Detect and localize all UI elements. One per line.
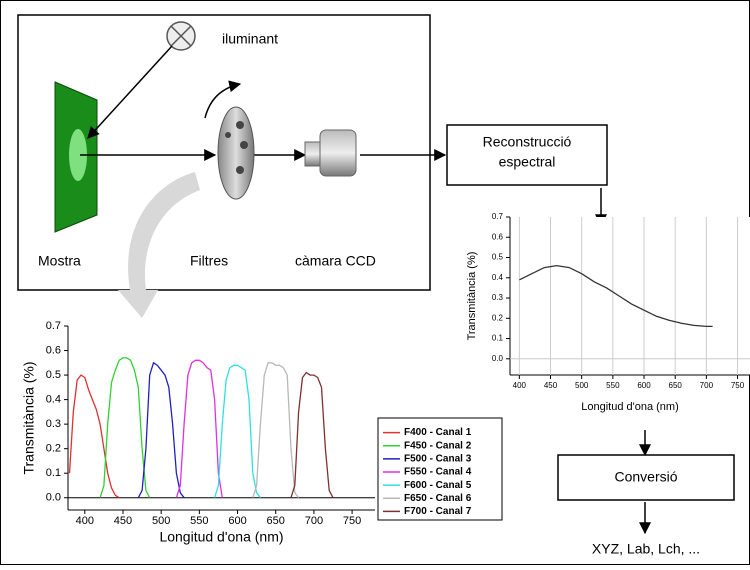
camera-body — [319, 129, 357, 177]
flow-arrow — [118, 172, 200, 318]
series-line — [68, 374, 120, 499]
x-tick-label: 500 — [575, 381, 589, 390]
legend-label: F400 - Canal 1 — [404, 427, 472, 438]
x-tick-label: 550 — [190, 515, 208, 527]
y-tick-label: 0.2 — [492, 313, 504, 322]
series-line — [137, 361, 185, 499]
filter-hole — [225, 132, 231, 138]
plot-area — [510, 217, 750, 375]
legend-label: F700 - Canal 7 — [404, 506, 472, 517]
x-tick-label: 600 — [637, 381, 651, 390]
series-line — [175, 359, 223, 498]
y-tick-label: 0.1 — [492, 334, 504, 343]
legend-label: F500 - Canal 3 — [404, 453, 472, 464]
y-tick-label: 0.4 — [492, 273, 504, 282]
filter-hole — [236, 121, 244, 129]
sample-spot — [69, 129, 87, 181]
x-tick-label: 500 — [152, 515, 170, 527]
x-tick-label: 700 — [305, 515, 323, 527]
y-tick-label: 0.0 — [46, 492, 61, 504]
x-tick-label: 650 — [267, 515, 285, 527]
series-line — [99, 357, 151, 499]
rotation-arrow — [204, 80, 242, 119]
y-tick-label: 0.7 — [492, 212, 504, 221]
y-tick-label: 0.7 — [46, 320, 61, 332]
y-tick-label: 0.2 — [46, 443, 61, 455]
x-tick-label: 550 — [606, 381, 620, 390]
legend-label: F650 - Canal 6 — [404, 493, 472, 504]
reconstruction-label: Reconstrucció — [483, 134, 572, 150]
y-tick-label: 0.3 — [46, 418, 61, 430]
x-tick-label: 450 — [544, 381, 558, 390]
x-tick-label: 750 — [343, 515, 361, 527]
legend-label: F450 - Canal 2 — [404, 440, 472, 451]
y-axis-label: Transmitància (%) — [21, 361, 37, 474]
light-arrow — [87, 45, 173, 139]
x-tick-label: 450 — [114, 515, 132, 527]
legend-label: F550 - Canal 4 — [404, 467, 472, 478]
filter-hole — [236, 166, 244, 174]
filter-wheel — [217, 106, 255, 200]
camera-label: càmara CCD — [295, 253, 376, 269]
y-tick-label: 0.5 — [492, 253, 504, 262]
x-axis-label: Longitud d'ona (nm) — [581, 401, 679, 413]
conversion-box — [557, 454, 735, 501]
reconstruction-label: espectral — [499, 154, 556, 170]
series-line — [213, 364, 261, 499]
illuminant-label: iluminant — [222, 31, 278, 47]
y-tick-label: 0.0 — [492, 354, 504, 363]
lamp-cross — [170, 25, 192, 47]
x-tick-label: 400 — [513, 381, 527, 390]
filter-hole — [240, 141, 248, 149]
y-tick-label: 0.3 — [492, 293, 504, 302]
x-tick-label: 700 — [700, 381, 714, 390]
setup-box — [17, 14, 431, 291]
output-label: XYZ, Lab, Lch, ... — [592, 541, 700, 557]
y-tick-label: 0.4 — [46, 394, 61, 406]
y-tick-label: 0.5 — [46, 369, 61, 381]
series-line — [252, 362, 300, 499]
y-tick-label: 0.1 — [46, 467, 61, 479]
y-tick-label: 0.6 — [492, 232, 504, 241]
series-line — [519, 264, 713, 328]
filters-label: Filtres — [190, 253, 228, 269]
x-tick-label: 750 — [731, 381, 745, 390]
x-tick-label: 400 — [76, 515, 94, 527]
x-tick-label: 650 — [669, 381, 683, 390]
reconstruction-box — [446, 124, 608, 186]
series-line — [290, 371, 334, 499]
y-tick-label: 0.6 — [46, 344, 61, 356]
conversion-label: Conversió — [614, 469, 677, 485]
x-tick-label: 600 — [228, 515, 246, 527]
legend-label: F600 - Canal 5 — [404, 480, 472, 491]
x-axis-label: Longitud d'ona (nm) — [159, 529, 283, 545]
sample-label: Mostra — [38, 253, 81, 269]
y-axis-label: Transmitància (%) — [466, 252, 478, 341]
legend-box — [377, 417, 503, 521]
